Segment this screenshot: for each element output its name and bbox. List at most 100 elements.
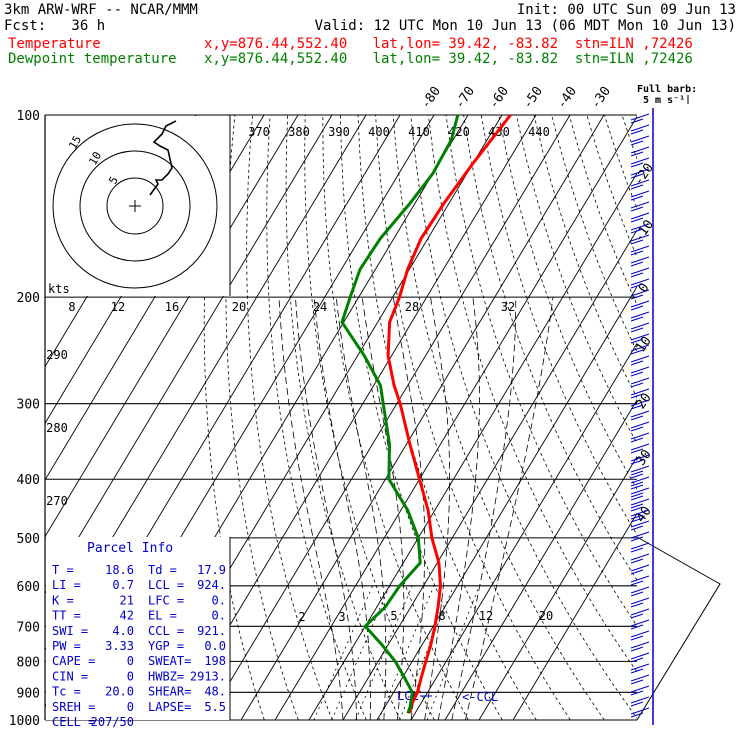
hodograph-trace (149, 120, 177, 196)
wind-barb (630, 448, 644, 454)
parcel-stat-value: 21 (120, 593, 134, 607)
dry-adiabat-line (428, 115, 637, 673)
wind-barb (630, 536, 644, 542)
wind-barb (630, 190, 650, 198)
parcel-stat-label: SWEAT= (148, 654, 191, 668)
dry-adiabat-line (551, 115, 637, 353)
mixing-ratio-label: 12 (479, 609, 493, 623)
wind-barb (630, 239, 644, 245)
mixing-ratio-label: 5 (390, 609, 397, 623)
wind-barb (630, 476, 650, 484)
parcel-stat-label: TT = (52, 609, 81, 623)
isotherm-line (206, 115, 571, 720)
parcel-stat-value: 0.0 (204, 639, 226, 653)
wind-barb (630, 701, 644, 707)
wind-barb (630, 124, 650, 132)
parcel-stat-label: HWBZ= (148, 669, 184, 683)
wind-barb (630, 465, 650, 473)
wind-barb (630, 652, 650, 660)
parcel-stat-value: 5.5 (204, 700, 226, 714)
wind-barb (630, 261, 644, 267)
wind-barb (630, 707, 650, 715)
dry-adiabat-line (710, 115, 740, 720)
wind-barb (630, 223, 650, 231)
wind-barb (630, 355, 650, 363)
isotherm-label: 30 (633, 447, 654, 468)
isotherm-line (172, 115, 537, 720)
wind-barb (630, 492, 644, 498)
wind-barb (630, 542, 650, 550)
wind-barb (630, 388, 650, 396)
isotherm-label: -50 (520, 84, 546, 112)
wind-barb (630, 217, 644, 223)
wind-barb (630, 602, 644, 608)
dry-adiabat-line (604, 115, 637, 210)
pressure-label: 100 (17, 109, 40, 124)
hodograph-axis-label: 16 (165, 300, 179, 314)
wind-barb (630, 129, 644, 135)
parcel-stat-label: LCL = (148, 578, 184, 592)
dry-adiabat-line (675, 115, 740, 720)
wind-barb (630, 696, 650, 704)
wind-barb (630, 322, 650, 330)
wind-barb (630, 712, 644, 718)
valid-time: Valid: 12 UTC Mon 10 Jun 13 (06 MDT Mon … (314, 18, 736, 34)
parcel-stat-label: Td = (148, 563, 177, 577)
isotherm-label: 10 (633, 334, 654, 355)
parcel-stat-value: 0 (127, 700, 134, 714)
wind-barb (630, 305, 644, 311)
dry-adiabat-line (304, 115, 435, 720)
dewpoint-profile (340, 115, 460, 714)
parcel-stat-label: EL = (148, 609, 177, 623)
wind-barb (630, 685, 650, 693)
parcel-stat-value: 198 (204, 654, 226, 668)
wind-barb (630, 503, 644, 509)
wind-barb (630, 377, 650, 385)
parcel-stat-value: 207/50 (91, 715, 134, 729)
wind-barb (630, 289, 650, 297)
parcel-stat-label: CAPE = (52, 654, 95, 668)
wind-barb (630, 635, 644, 641)
wind-barb (630, 624, 644, 630)
hodograph-ring-label: 15 (66, 134, 84, 152)
parcel-stat-label: LI = (52, 578, 81, 592)
wind-barb (630, 580, 644, 586)
mixing-ratio-label: 20 (539, 609, 553, 623)
mixing-ratio-label: 3 (338, 610, 345, 624)
dry-adiabat-line (463, 115, 637, 581)
wind-barb (630, 113, 650, 121)
location-temperature: x,y=876.44,552.40 lat,lon= 39.42, -83.82… (204, 36, 693, 52)
wind-barb (630, 443, 650, 451)
mixing-ratio-line (378, 585, 435, 720)
wind-barb (630, 569, 644, 575)
parcel-stat-value: 924. (197, 578, 226, 592)
wind-barb (630, 135, 650, 143)
theta-label: 270 (46, 494, 68, 508)
wind-barb (630, 619, 650, 627)
forecast-hour: Fcst: 36 h (4, 18, 106, 34)
theta-label: 410 (408, 125, 430, 139)
wind-barb (630, 206, 644, 212)
wind-barb (630, 173, 644, 179)
dry-adiabat-line (568, 115, 637, 306)
wind-barb (630, 608, 650, 616)
pressure-label: 500 (17, 532, 40, 547)
parcel-stat-value: 0.7 (112, 578, 134, 592)
wind-barb (630, 575, 650, 583)
barb-legend-title: Full barb: (637, 84, 697, 95)
wind-barb (630, 162, 644, 168)
pressure-label: 200 (17, 291, 40, 306)
dry-adiabat-line (392, 115, 605, 720)
dry-adiabat-line (246, 115, 333, 720)
parcel-stat-label: K = (52, 593, 74, 607)
dry-adiabat-line (225, 115, 299, 720)
wind-barb (630, 597, 650, 605)
legend-temperature: Temperature (8, 36, 101, 52)
wind-barb (630, 245, 650, 253)
isotherm-line (444, 399, 637, 720)
wind-barb (630, 514, 644, 520)
wind-barb (630, 690, 644, 696)
hodograph-units-label: kts (48, 282, 70, 296)
dry-adiabat-line (322, 115, 469, 720)
wind-barb (630, 663, 650, 671)
